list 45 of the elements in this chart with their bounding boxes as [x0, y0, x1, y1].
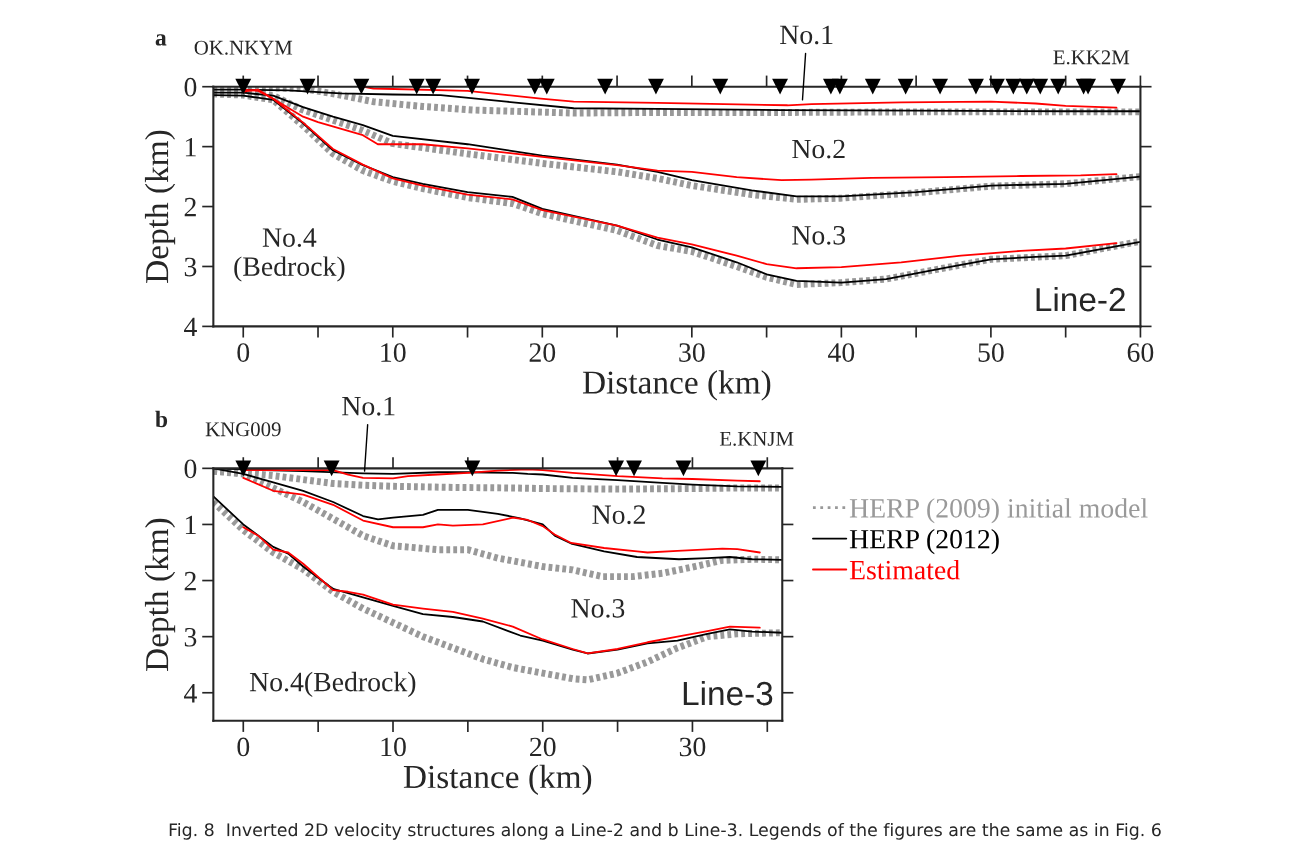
y-tick-label: 4 [184, 317, 197, 337]
y-tick-label: 3 [184, 257, 197, 277]
y-axis-title: Depth (km) [144, 130, 176, 283]
chart-title: b [155, 410, 168, 428]
x-tick-label: 30 [679, 343, 705, 362]
y-tick-label: 1 [185, 137, 196, 157]
text: E.KK2M [1053, 50, 1130, 65]
y-tick-label: 2 [184, 571, 196, 591]
y-tick-label: 4 [184, 684, 197, 703]
legend-label: Estimated [849, 559, 960, 580]
legend-label: HERP (2012) [849, 529, 999, 555]
text: E.KNJM [719, 431, 794, 446]
annotation: OK.NKYM [194, 40, 293, 55]
caption: Fig. 8 Inverted 2D velocity structures along a Line-2 and b Line-3. Legends of the figures are the same as in Fig. 6 [169, 822, 1161, 840]
y-tick-label: 2 [184, 197, 196, 217]
y-axis-title: Depth (km) [144, 518, 176, 671]
annotation: No.4(Bedrock) [249, 671, 416, 698]
x-tick-label: 10 [381, 737, 406, 757]
legend-label: HERP (2009) initial model [849, 498, 1148, 524]
annotation: KNG009 [205, 422, 281, 437]
x-tick-label: 30 [679, 737, 706, 757]
x-tick-label: 20 [529, 343, 556, 362]
annotation: No.2 [792, 139, 845, 159]
annotation: Line-2 [1036, 286, 1125, 312]
annotation: No.4 (Bedrock) [234, 228, 345, 282]
x-tick-label: 60 [1127, 343, 1154, 362]
annotation: No.1 [342, 396, 395, 416]
x-tick-label: 20 [530, 737, 556, 757]
y-tick-label: 0 [184, 459, 197, 479]
chart-title: a [155, 34, 167, 46]
annotation: No.2 [592, 505, 645, 525]
x-tick-label: 10 [381, 343, 406, 362]
y-tick-label: 1 [185, 515, 196, 535]
x-tick-label: 0 [237, 737, 250, 757]
x-axis-title: Distance (km) [582, 370, 771, 401]
annotation: No.1 [780, 25, 833, 45]
x-axis-title: Distance (km) [403, 764, 592, 795]
x-tick-label: 0 [237, 343, 250, 362]
y-tick-label: 0 [184, 77, 197, 97]
annotation: Line-3 [683, 680, 773, 706]
y-tick-label: 3 [184, 627, 197, 647]
annotation: No.3 [792, 226, 846, 245]
x-tick-label: 40 [828, 343, 855, 362]
annotation: No.3 [571, 599, 625, 618]
x-tick-label: 50 [978, 343, 1004, 362]
